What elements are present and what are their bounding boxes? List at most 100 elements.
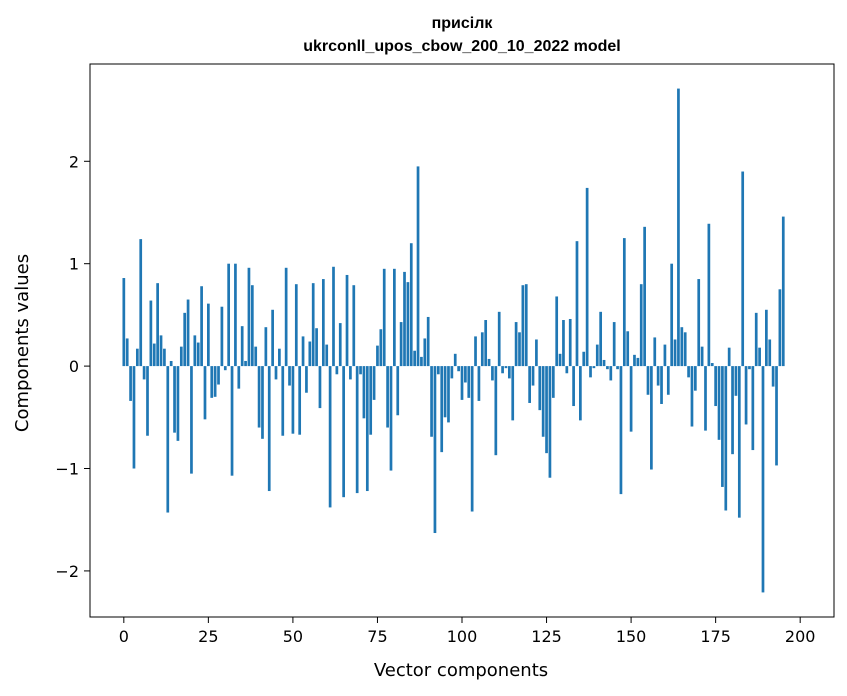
bar — [693, 366, 697, 391]
bar — [555, 296, 559, 367]
bar — [416, 166, 420, 367]
bar — [436, 366, 440, 375]
bar — [535, 339, 538, 367]
bar — [406, 282, 410, 367]
bar — [531, 366, 535, 386]
bar — [362, 366, 366, 419]
bar — [460, 366, 464, 400]
bar — [666, 366, 670, 395]
bar — [511, 366, 515, 421]
x-tick-label: 125 — [531, 627, 562, 646]
bar — [264, 327, 268, 367]
bar — [687, 366, 690, 378]
bar — [545, 366, 548, 454]
bar — [284, 267, 288, 367]
bar — [714, 366, 717, 407]
bar — [775, 366, 778, 466]
bar — [338, 323, 342, 367]
bar — [765, 309, 768, 367]
bar — [599, 311, 603, 367]
bar — [440, 366, 444, 453]
bar — [636, 357, 640, 367]
bar — [278, 348, 281, 367]
bar — [230, 366, 234, 476]
bar — [193, 335, 197, 367]
bar — [650, 366, 653, 470]
bar — [633, 354, 636, 367]
bar — [288, 366, 291, 386]
bar — [467, 366, 471, 398]
bar — [744, 366, 748, 425]
bar — [369, 366, 373, 435]
bar — [179, 346, 183, 367]
bar — [247, 267, 251, 367]
bar — [301, 336, 305, 367]
x-tick-label: 100 — [447, 627, 478, 646]
y-tick-label: 2 — [69, 152, 79, 171]
bar — [355, 366, 359, 494]
bar — [213, 366, 217, 397]
bar — [176, 366, 180, 441]
x-tick-label: 50 — [283, 627, 303, 646]
bar — [616, 366, 619, 370]
bar — [129, 366, 132, 401]
bar — [622, 238, 626, 367]
bar — [629, 366, 633, 432]
x-tick-label: 175 — [700, 627, 731, 646]
bar — [494, 366, 498, 456]
bar — [704, 366, 707, 431]
bar — [501, 366, 504, 374]
bar — [639, 284, 643, 367]
bar — [480, 332, 484, 367]
bar — [673, 339, 677, 367]
bar — [332, 266, 335, 367]
bar — [305, 366, 308, 393]
bar — [342, 366, 345, 498]
bar — [311, 283, 315, 367]
bar — [528, 366, 531, 403]
bar — [420, 356, 423, 367]
bar — [656, 366, 660, 386]
bar — [646, 366, 650, 395]
bar — [474, 336, 477, 367]
bar — [203, 366, 207, 420]
bar — [234, 263, 237, 367]
bar — [690, 366, 694, 427]
chart-subtitle: ukrconll_upos_cbow_200_10_2022 model — [303, 38, 620, 55]
bar — [142, 366, 146, 380]
bars-group — [122, 88, 785, 593]
bar — [751, 366, 755, 451]
bar — [244, 360, 247, 367]
y-tick-label: 0 — [69, 357, 79, 376]
bar — [403, 271, 406, 367]
bar — [737, 366, 741, 518]
bar — [318, 366, 322, 409]
y-tick-label: 1 — [69, 255, 79, 274]
bar — [643, 226, 646, 367]
bar — [423, 338, 427, 367]
bar — [464, 366, 467, 383]
bar — [572, 366, 575, 407]
bar — [609, 366, 613, 381]
bar — [612, 322, 616, 367]
plot-area-frame — [89, 63, 835, 618]
bar — [731, 366, 734, 455]
bar — [660, 366, 663, 404]
bar — [754, 312, 758, 367]
bar — [585, 187, 589, 367]
bar — [152, 343, 156, 367]
bar — [443, 366, 447, 418]
bar — [413, 350, 417, 367]
bar — [457, 366, 460, 372]
bar — [589, 366, 592, 378]
bar — [139, 239, 143, 367]
chart-title: присілк — [432, 15, 494, 32]
bar — [497, 311, 501, 367]
x-tick-label: 0 — [119, 627, 129, 646]
bar — [291, 366, 295, 434]
bar — [186, 299, 190, 367]
bar — [582, 351, 586, 367]
bar — [261, 366, 264, 439]
bar — [433, 366, 437, 534]
